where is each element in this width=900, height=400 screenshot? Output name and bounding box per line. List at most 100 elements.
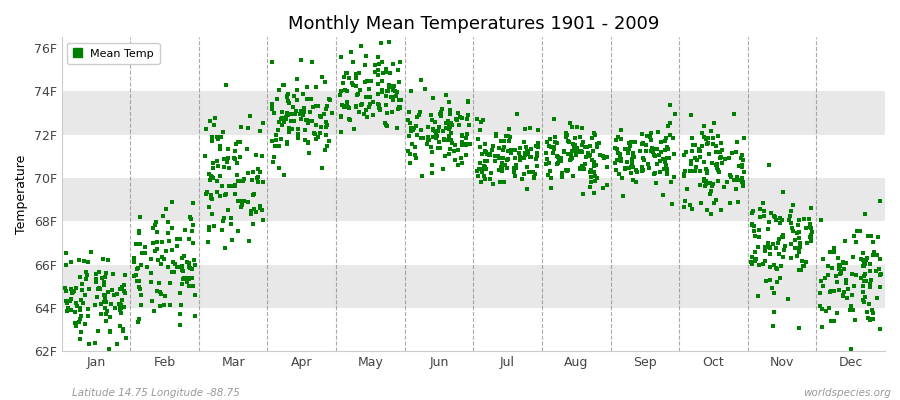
Point [98, 292, 112, 298]
Point [803, 224, 817, 230]
Bar [61, 48, 885, 92]
Point [373, 106, 387, 113]
Point [863, 280, 878, 287]
Point [315, 73, 329, 80]
Point [281, 112, 295, 118]
Point [435, 106, 449, 112]
Point [498, 144, 512, 150]
Point [442, 126, 456, 132]
Point [439, 125, 454, 131]
Point [286, 103, 301, 110]
Point [646, 152, 661, 158]
Point [346, 125, 361, 132]
Point [74, 329, 88, 336]
Point [545, 150, 560, 156]
Point [729, 149, 743, 155]
Point [814, 278, 829, 284]
Point [471, 172, 485, 179]
Point [230, 171, 244, 178]
Point [144, 279, 158, 285]
Point [354, 43, 368, 49]
Point [351, 91, 365, 97]
Point [304, 96, 319, 102]
Point [578, 161, 592, 168]
Point [443, 124, 457, 131]
Point [608, 166, 623, 173]
Point [233, 154, 248, 160]
Point [237, 198, 251, 204]
Point [439, 91, 454, 98]
Point [288, 111, 302, 117]
Point [219, 82, 233, 88]
Point [402, 109, 417, 116]
Point [844, 346, 859, 352]
Point [173, 322, 187, 328]
Point [246, 192, 260, 199]
Point [410, 132, 425, 138]
Point [785, 225, 799, 232]
Point [75, 281, 89, 287]
Point [572, 165, 587, 171]
Point [565, 124, 580, 130]
Point [475, 169, 490, 176]
Point [650, 146, 664, 153]
Point [297, 109, 311, 115]
Point [265, 138, 279, 144]
Point [371, 80, 385, 87]
Point [287, 118, 302, 124]
Point [309, 122, 323, 128]
Point [477, 141, 491, 147]
Point [658, 158, 672, 164]
Point [482, 152, 497, 158]
Point [402, 160, 417, 166]
Point [338, 70, 353, 77]
Point [627, 138, 642, 145]
Point [644, 148, 658, 154]
Point [574, 148, 589, 155]
Point [583, 169, 598, 176]
Point [700, 141, 715, 148]
Point [93, 285, 107, 292]
Point [550, 160, 564, 167]
Point [131, 278, 146, 285]
Point [130, 241, 144, 247]
Point [429, 133, 444, 140]
Point [613, 154, 627, 160]
Point [491, 155, 506, 161]
Point [334, 88, 348, 94]
Point [614, 127, 628, 133]
Point [656, 165, 670, 172]
Point [585, 148, 599, 154]
Point [543, 136, 557, 142]
Point [766, 322, 780, 329]
Point [252, 203, 266, 210]
Point [166, 259, 180, 266]
Point [698, 136, 713, 142]
Point [757, 208, 771, 214]
Point [179, 259, 194, 266]
Point [408, 144, 422, 150]
Point [660, 144, 674, 150]
Point [289, 108, 303, 114]
Point [251, 179, 266, 185]
Point [424, 144, 438, 150]
Point [202, 118, 217, 124]
Point [713, 149, 727, 155]
Point [392, 78, 407, 85]
Point [653, 148, 668, 155]
Point [838, 238, 852, 244]
Point [404, 128, 419, 134]
Point [64, 259, 78, 265]
Point [434, 109, 448, 115]
Point [324, 110, 338, 117]
Point [648, 170, 662, 176]
Text: Latitude 14.75 Longitude -88.75: Latitude 14.75 Longitude -88.75 [72, 388, 240, 398]
Point [265, 101, 279, 107]
Point [784, 220, 798, 226]
Point [683, 202, 698, 208]
Point [784, 208, 798, 214]
Point [418, 86, 432, 92]
Point [148, 222, 163, 228]
Point [529, 143, 544, 149]
Point [752, 226, 766, 233]
